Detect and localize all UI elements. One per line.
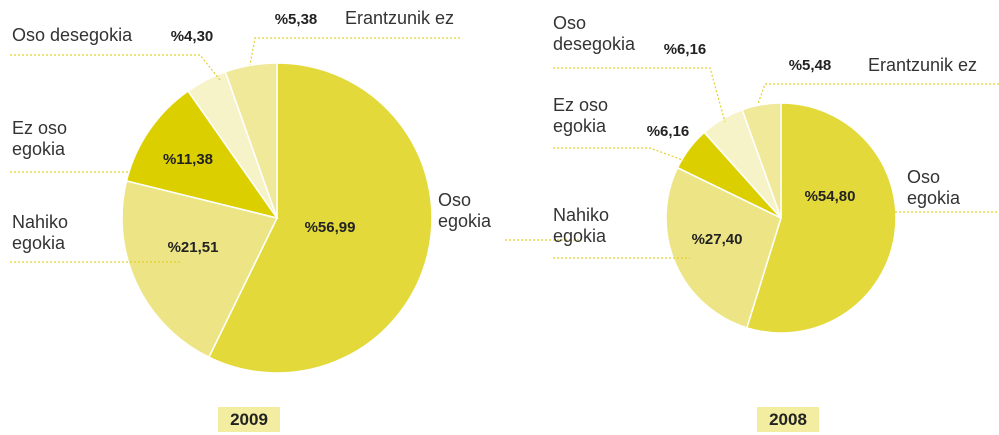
value-label: %5,38 [275, 11, 318, 28]
chart-title: 2008 [757, 407, 819, 432]
category-label: Oso egokia [907, 167, 961, 208]
chart-title: 2009 [218, 407, 280, 432]
category-label: Oso desegokia [12, 25, 133, 45]
category-label: Oso egokia [438, 190, 492, 231]
category-label: Erantzunik ez [345, 8, 455, 28]
value-label: %27,40 [692, 231, 743, 248]
leader-line [553, 67, 726, 123]
value-label: %6,16 [647, 123, 690, 140]
value-label: %11,38 [163, 151, 213, 168]
pie-slice [125, 89, 279, 220]
pie-slice [207, 62, 433, 374]
value-label: %21,51 [168, 239, 219, 256]
pie-slice [665, 166, 782, 329]
value-label: %6,16 [664, 41, 707, 58]
category-label: Nahiko egokia [12, 212, 69, 253]
value-label: %54,80 [805, 188, 856, 205]
category-label: Erantzunik ez [868, 55, 978, 75]
leader-line [249, 37, 460, 66]
category-label: Nahiko egokia [553, 205, 610, 246]
leader-line [757, 83, 999, 105]
pie-slice [224, 62, 278, 219]
category-label: Ez oso egokia [553, 95, 609, 136]
leader-line [10, 54, 221, 81]
value-label: %4,30 [171, 28, 214, 45]
value-label: %56,99 [305, 219, 356, 236]
category-label: Oso desegokia [553, 13, 636, 54]
pie-slice [741, 102, 782, 219]
value-label: %5,48 [789, 57, 832, 74]
leader-line [553, 147, 689, 163]
category-label: Ez oso egokia [12, 118, 68, 159]
pie-slice [745, 102, 897, 334]
pie-slice [121, 179, 279, 359]
